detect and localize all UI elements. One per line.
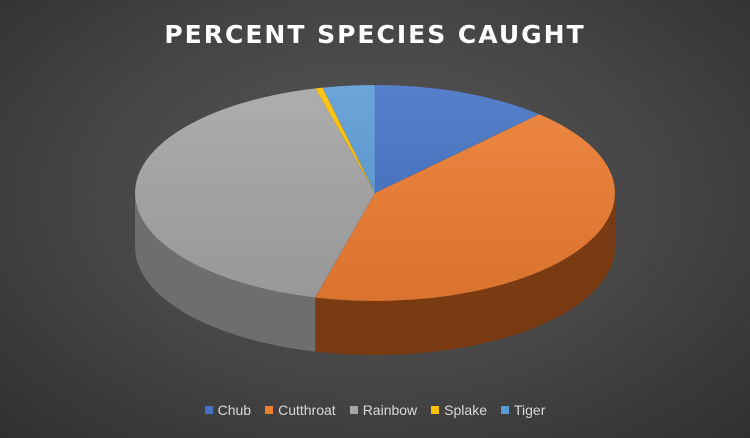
legend-swatch-chub <box>204 406 213 414</box>
legend-item-cutthroat: Cutthroat <box>265 402 336 418</box>
chart-title: PERCENT SPECIES CAUGHT <box>164 20 586 49</box>
legend-label-cutthroat: Cutthroat <box>278 402 336 418</box>
legend-label-splake: Splake <box>444 402 487 418</box>
legend-item-chub: Chub <box>204 402 252 418</box>
legend-swatch-cutthroat <box>265 406 274 414</box>
legend-item-tiger: Tiger <box>500 402 546 418</box>
legend-label-chub: Chub <box>217 402 252 418</box>
legend-swatch-tiger <box>500 406 509 414</box>
pie-shine <box>135 85 615 301</box>
pie-side-rainbow <box>135 193 316 352</box>
pie-side-cutthroat <box>315 193 615 356</box>
legend-item-splake: Splake <box>431 402 487 418</box>
legend-label-tiger: Tiger <box>513 402 546 418</box>
legend: Chub Cutthroat Rainbow Splake Tiger <box>0 402 750 418</box>
legend-swatch-splake <box>431 406 440 414</box>
legend-item-rainbow: Rainbow <box>349 402 418 418</box>
legend-label-rainbow: Rainbow <box>362 402 418 418</box>
pie-slices <box>134 84 616 302</box>
pie-sides <box>135 193 615 356</box>
legend-swatch-rainbow <box>349 406 358 414</box>
